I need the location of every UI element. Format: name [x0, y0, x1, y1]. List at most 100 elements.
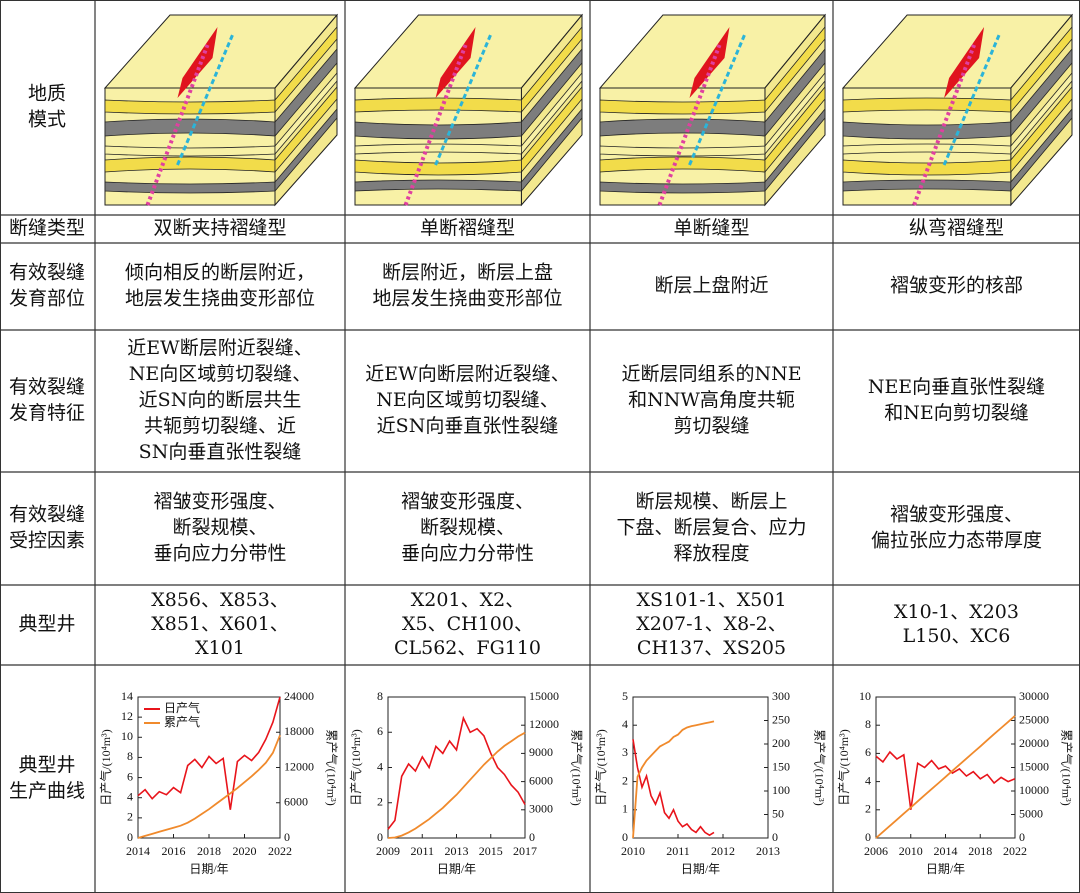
strata-side	[274, 25, 338, 114]
geology-model	[598, 13, 827, 207]
strata	[842, 179, 1012, 192]
strata-side	[521, 71, 583, 156]
x-tick-label: 2013	[756, 844, 780, 858]
strata	[354, 179, 522, 192]
strata-side	[1010, 71, 1073, 156]
x-tick-label: 2013	[445, 844, 469, 858]
y2-tick-label: 100	[772, 783, 790, 797]
fracture-type: 单断褶缝型	[420, 217, 515, 239]
fault-plane	[944, 27, 985, 98]
strata-side	[1010, 107, 1073, 193]
x-tick-label: 2022	[268, 844, 292, 858]
strata	[104, 99, 276, 115]
x-tick-label: 2010	[621, 844, 645, 858]
y2-tick-label: 3000	[529, 802, 553, 816]
series-line	[875, 750, 1016, 810]
x-tick-label: 2010	[899, 844, 923, 858]
strata-side	[274, 85, 338, 174]
y-tick-label: 10	[121, 729, 133, 743]
y-tick-label: 10	[859, 689, 871, 703]
fracture-type: 纵弯褶缝型	[909, 217, 1004, 239]
x-tick-label: 2020	[233, 844, 257, 858]
cell-text: 近EW断层附近裂缝、	[127, 337, 312, 359]
cell-text: 近SN向的断层共生	[139, 389, 302, 411]
y-tick-label: 0	[622, 830, 628, 844]
y-axis-title: 日产气/(10⁴m³)	[593, 729, 608, 805]
y-axis-title: 日产气/(10⁴m³)	[836, 729, 851, 805]
series-line	[632, 720, 715, 839]
cell-text: 近SN向垂直张性裂缝	[377, 415, 559, 437]
strata-side	[1010, 25, 1073, 114]
cell-text: 偏拉张应力态带厚度	[871, 530, 1042, 552]
y-tick-label: 1	[622, 802, 628, 816]
cell-text: SN向垂直张性裂缝	[139, 441, 302, 463]
y2-tick-label: 12000	[284, 759, 314, 773]
x-tick-label: 2011	[410, 844, 434, 858]
y2-tick-label: 200	[772, 736, 790, 750]
y-tick-label: 8	[127, 749, 133, 763]
x-tick-label: 2018	[968, 844, 992, 858]
y-tick-label: 8	[377, 689, 383, 703]
y2-tick-label: 50	[772, 806, 784, 820]
legend-label: 累产气	[164, 714, 200, 729]
y-tick-label: 3	[622, 745, 628, 759]
strata-side	[764, 107, 826, 193]
x-tick-label: 2011	[666, 844, 690, 858]
x-tick-label: 2006	[864, 844, 888, 858]
cell-text: NEE向垂直张性裂缝	[868, 376, 1045, 398]
cell-text: X856、X853、	[151, 589, 289, 611]
cell-text: X201、X2、	[411, 589, 524, 611]
y2-tick-label: 20000	[1019, 736, 1049, 750]
x-tick-label: 2014	[934, 844, 958, 858]
y2-tick-label: 0	[529, 830, 535, 844]
y2-tick-label: 24000	[284, 689, 314, 703]
y-tick-label: 2	[127, 810, 133, 824]
y2-tick-label: 0	[284, 830, 290, 844]
cell-text: 有效裂缝	[9, 262, 85, 284]
y-tick-label: 4	[865, 773, 871, 787]
x-tick-label: 2017	[513, 844, 537, 858]
strata-side	[764, 47, 826, 138]
fracture	[145, 44, 210, 206]
strata	[599, 99, 766, 115]
cell-text: 倾向相反的断层附近，	[125, 262, 315, 284]
y-tick-label: 2	[865, 802, 871, 816]
cell-text: 典型井	[18, 613, 75, 635]
strata-side	[274, 47, 338, 138]
y2-tick-label: 6000	[529, 773, 553, 787]
fracture	[403, 44, 468, 206]
cell-text: 模式	[28, 109, 66, 131]
cell-text: 典型井	[18, 754, 75, 776]
cell-text: NE向区域剪切裂缝、	[376, 389, 559, 411]
y2-tick-label: 300	[772, 689, 790, 703]
geology-model	[103, 13, 339, 207]
cell-text: 剪切裂缝	[673, 415, 749, 437]
y-tick-label: 6	[127, 769, 133, 783]
y2-tick-label: 15000	[529, 689, 559, 703]
y-tick-label: 14	[121, 689, 133, 703]
y-tick-label: 4	[127, 789, 133, 803]
cell-text: L150、XC6	[903, 625, 1011, 647]
cell-text: 断层上盘附近	[654, 275, 768, 297]
series-line	[875, 715, 1016, 839]
cell-text: 断缝类型	[9, 217, 85, 239]
cell-text: 断层规模、断层上	[635, 491, 787, 513]
fracture	[912, 44, 976, 206]
y2-tick-label: 5000	[1019, 806, 1043, 820]
cell-text: 地质	[28, 83, 66, 105]
x-axis-title: 日期/年	[681, 862, 720, 876]
series-line	[137, 696, 281, 810]
y2-tick-label: 0	[1019, 830, 1025, 844]
cell-text: CL562、FG110	[394, 637, 541, 659]
strata	[842, 97, 1012, 113]
strata	[104, 181, 276, 194]
cell-text: X10-1、X203	[894, 601, 1019, 623]
cell-text: 近EW向断层附近裂缝、	[365, 363, 569, 385]
series-line	[137, 734, 281, 839]
cell-text: NE向区域剪切裂缝、	[129, 363, 312, 385]
cell-text: 近断层同组系的NNE	[621, 363, 801, 385]
y-tick-label: 4	[622, 717, 628, 731]
cell-text: 释放程度	[673, 543, 749, 565]
strata-side	[521, 107, 583, 193]
cell-text: 断裂规模、	[420, 517, 515, 539]
